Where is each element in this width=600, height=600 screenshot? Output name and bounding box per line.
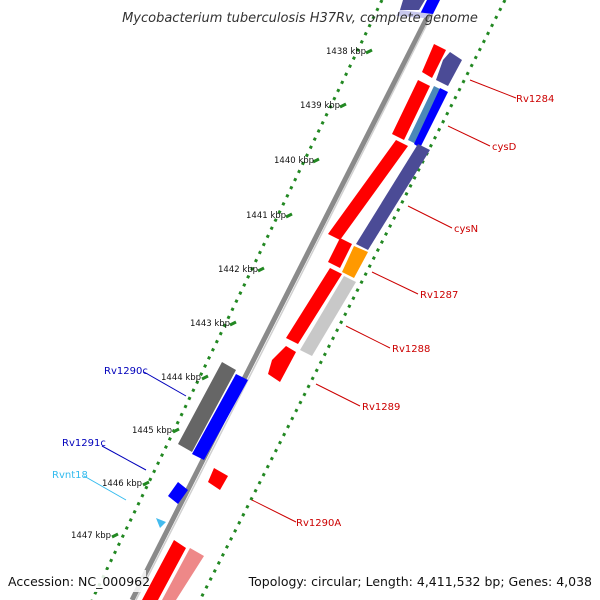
scale-tracks — [90, 0, 507, 600]
kbp-label-1442: 1442 kbp — [218, 265, 258, 275]
gene-features — [142, 0, 462, 600]
inner-dotted-track — [90, 0, 384, 600]
feature-top-light — [396, 10, 433, 18]
scale-tick-7 — [172, 427, 180, 434]
leader-cysd — [447, 125, 491, 147]
kbp-label-1446: 1446 kbp — [102, 479, 142, 489]
leader-rv1289 — [315, 383, 361, 407]
map-title: Mycobacterium tuberculosis H37Rv, comple… — [122, 11, 478, 26]
kbp-label-1443: 1443 kbp — [190, 319, 230, 329]
gene-label-cysd[interactable]: cysD — [492, 142, 517, 153]
footer-backdrop-left — [4, 570, 146, 592]
genome-backbone-highlight — [135, 0, 440, 600]
feature-rv1290c — [178, 362, 236, 452]
feature-blue-rv1290c — [192, 374, 248, 460]
feature-rv1284 — [436, 52, 462, 86]
leader-rv1290c — [143, 371, 187, 397]
kbp-label-1438: 1438 kbp — [326, 47, 366, 57]
scale-tick-8 — [142, 480, 150, 487]
feature-blue-cysd — [414, 88, 448, 148]
scale-tick-0 — [365, 48, 373, 55]
outer-dotted-track — [198, 0, 507, 600]
feature-rv1289 — [268, 346, 296, 382]
feature-rv1290a — [208, 468, 228, 490]
footer-backdrop-right — [256, 570, 596, 592]
scale-ticks — [111, 48, 373, 539]
leader-rv1287 — [371, 271, 419, 295]
label-leaders — [83, 79, 517, 523]
feature-pink-bottom — [162, 548, 204, 600]
gene-label-rv1288[interactable]: Rv1288 — [392, 344, 430, 355]
scale-tick-3 — [285, 212, 293, 219]
gene-label-rv1289[interactable]: Rv1289 — [362, 402, 400, 413]
leader-cysn — [407, 205, 453, 229]
feature-rv1288 — [300, 276, 356, 356]
feature-top-blue — [400, 0, 425, 10]
gene-label-rv1290a[interactable]: Rv1290A — [296, 518, 341, 529]
gene-label-rv1287[interactable]: Rv1287 — [420, 290, 458, 301]
gene-label-rv1290c[interactable]: Rv1290c — [104, 366, 148, 377]
scale-tick-2 — [312, 157, 320, 164]
feature-red-rv1288 — [286, 268, 342, 344]
feature-red-bottom — [142, 540, 186, 600]
gene-label-rvnt18[interactable]: Rvnt18 — [52, 470, 88, 481]
feature-rv1287 — [342, 246, 368, 278]
feature-red-long — [328, 140, 408, 240]
feature-red-cysd — [392, 80, 430, 140]
kbp-label-1440: 1440 kbp — [274, 156, 314, 166]
kbp-labels: 1438 kbp 1439 kbp 1440 kbp 1441 kbp 1442… — [71, 47, 366, 541]
scale-tick-9 — [111, 532, 119, 539]
gene-label-rv1284[interactable]: Rv1284 — [516, 94, 554, 105]
scale-tick-6 — [201, 374, 209, 381]
scale-tick-4 — [257, 266, 265, 273]
kbp-label-1445: 1445 kbp — [132, 426, 172, 436]
leader-rvnt18 — [83, 475, 127, 501]
leader-rv1291c — [101, 445, 147, 471]
scale-tick-5 — [229, 320, 237, 327]
gene-label-cysn[interactable]: cysN — [454, 224, 478, 235]
feature-top-blue2 — [420, 0, 440, 14]
kbp-label-1444: 1444 kbp — [161, 373, 201, 383]
feature-red-small — [328, 238, 352, 268]
kbp-label-1447: 1447 kbp — [71, 531, 111, 541]
accession-text: Accession: NC_000962 — [8, 574, 150, 589]
feature-red-top — [422, 44, 446, 78]
kbp-label-1439: 1439 kbp — [300, 101, 340, 111]
topology-text: Topology: circular; Length: 4,411,532 bp… — [248, 574, 592, 589]
feature-rv1291c — [168, 482, 188, 504]
feature-rvnt18 — [156, 518, 166, 528]
feature-cysn — [356, 144, 430, 250]
leader-rv1288 — [345, 325, 391, 349]
kbp-label-1441: 1441 kbp — [246, 211, 286, 221]
leader-rv1290a — [251, 499, 297, 523]
gene-labels: Rv1284 cysD cysN Rv1287 Rv1288 Rv1289 Rv… — [52, 94, 554, 529]
scale-tick-1 — [339, 102, 347, 109]
gene-label-rv1291c[interactable]: Rv1291c — [62, 438, 106, 449]
genome-backbone — [129, 0, 439, 600]
leader-rv1284 — [469, 79, 517, 99]
